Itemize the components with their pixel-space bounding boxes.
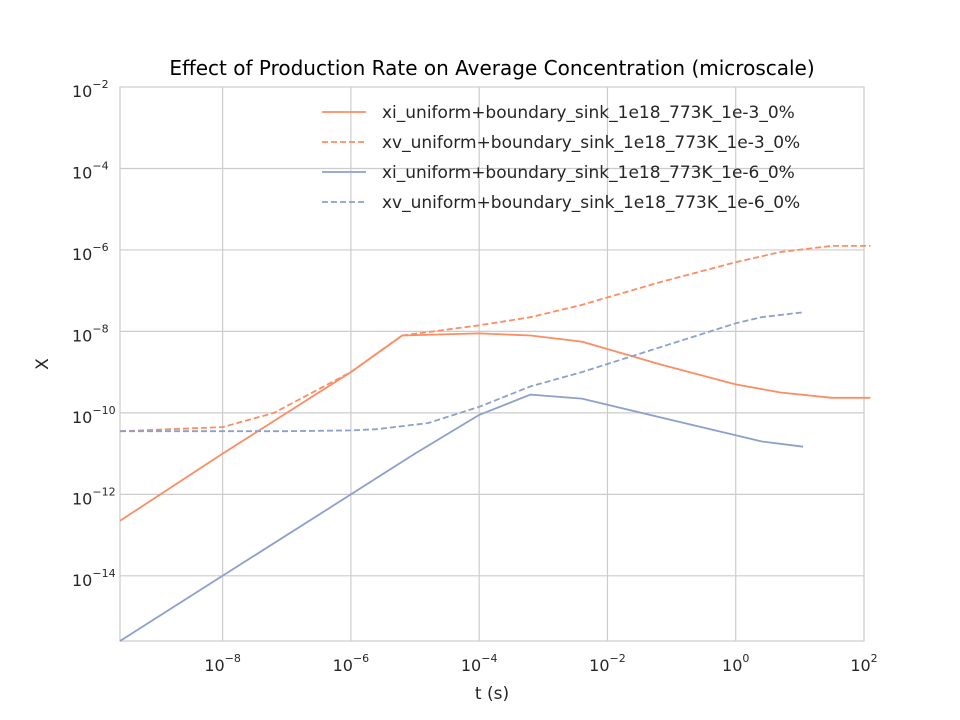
legend-label: xv_uniform+boundary_sink_1e18_773K_1e-3_…	[382, 133, 800, 153]
y-tick-label: 10−2	[72, 78, 109, 101]
x-tick-label: 100	[722, 652, 749, 675]
y-tick-label: 10−12	[72, 485, 116, 508]
series-line-2	[119, 244, 871, 433]
gridlines	[120, 87, 864, 641]
x-axis-title: t (s)	[475, 684, 509, 704]
y-axis-title: X	[33, 358, 53, 370]
y-tick-label: 10−14	[72, 567, 116, 590]
legend-label: xi_uniform+boundary_sink_1e18_773K_1e-6_…	[382, 163, 795, 183]
x-tick-label: 102	[850, 652, 877, 675]
series-line-4	[120, 311, 804, 433]
y-tick-label: 10−4	[72, 159, 109, 182]
x-tick-label: 10−4	[461, 652, 498, 675]
x-tick-label: 10−2	[589, 652, 626, 675]
x-tick-label: 10−6	[333, 652, 370, 675]
chart-title: Effect of Production Rate on Average Con…	[169, 56, 814, 80]
series-line-1	[119, 332, 871, 522]
y-tick-label: 10−10	[72, 404, 116, 427]
y-tick-label: 10−8	[72, 322, 109, 345]
y-axis-ticks: 10−14 10−12 10−10 10−8 10−6 10−4 10−2	[72, 78, 116, 590]
legend-label: xv_uniform+boundary_sink_1e18_773K_1e-6_…	[382, 193, 800, 213]
y-tick-label: 10−6	[72, 241, 109, 264]
legend-label: xi_uniform+boundary_sink_1e18_773K_1e-3_…	[382, 103, 795, 123]
series-line-3	[119, 393, 804, 642]
plot-area-frame	[119, 86, 865, 642]
x-tick-label: 10−8	[204, 652, 241, 675]
series-lines	[119, 244, 871, 642]
legend: xi_uniform+boundary_sink_1e18_773K_1e-3_…	[322, 103, 800, 213]
x-axis-ticks: 10−8 10−6 10−4 10−2 100 102	[204, 652, 877, 675]
